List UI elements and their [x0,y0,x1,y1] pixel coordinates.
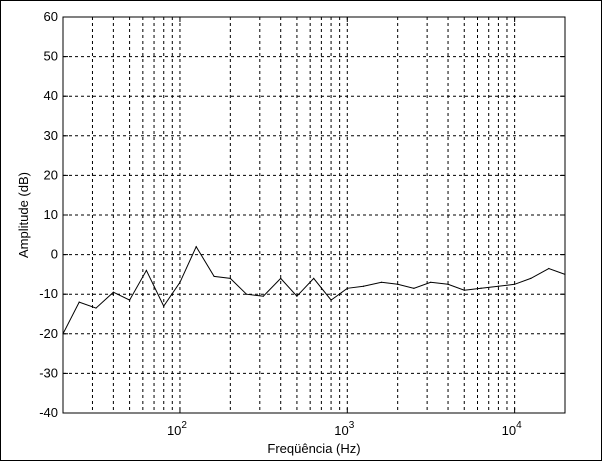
y-tick-label: 50 [44,49,58,64]
data-point [296,295,298,297]
x-tick-label: 103 [334,420,354,438]
y-tick-label: 30 [44,128,58,143]
grid-lines [63,17,565,413]
data-point [480,287,482,289]
data-point [530,277,532,279]
data-point [497,285,500,287]
data-point [380,281,383,283]
x-tick-label: 102 [167,420,187,438]
data-point [346,287,348,289]
data-point [145,269,147,272]
data-point [447,283,449,285]
y-axis-ticks: 60 50 40 30 20 10 0 -10 -20 -30 -40 [39,9,565,420]
y-tick-label: 0 [51,247,58,262]
data-point [430,281,432,283]
y-tick-label: -30 [39,365,58,380]
data-point [229,277,231,279]
data-point [280,277,282,279]
data-point [95,307,97,309]
data-point [213,275,215,277]
data-point [195,246,197,248]
x-axis-label: Freqüência (Hz) [267,441,360,456]
y-axis-label: Amplitude (dB) [16,172,31,258]
data-point [128,299,131,301]
data-point [413,287,415,289]
plot-frame [62,16,566,414]
data-point [548,267,550,270]
data-point [463,289,465,291]
y-tick-label: -40 [39,405,58,420]
data-point [78,301,80,303]
x-axis-ticks: 102 103 104 [167,17,522,438]
data-point [514,283,516,285]
series-layer [62,245,566,335]
y-tick-label: -10 [39,286,58,301]
data-point [397,283,399,285]
data-point [245,293,248,295]
y-tick-label: 10 [44,207,58,222]
y-tick-label: -20 [39,326,58,341]
plot-area [63,17,565,413]
data-point [313,277,315,279]
data-point [362,285,365,287]
data-point [330,299,332,301]
y-tick-label: 60 [44,9,58,24]
y-tick-label: 40 [44,88,58,103]
data-point [112,291,114,293]
data-point [262,295,264,297]
x-tick-label: 104 [502,420,522,438]
data-point [163,305,165,307]
y-tick-label: 20 [44,167,58,182]
data-point [179,281,181,283]
